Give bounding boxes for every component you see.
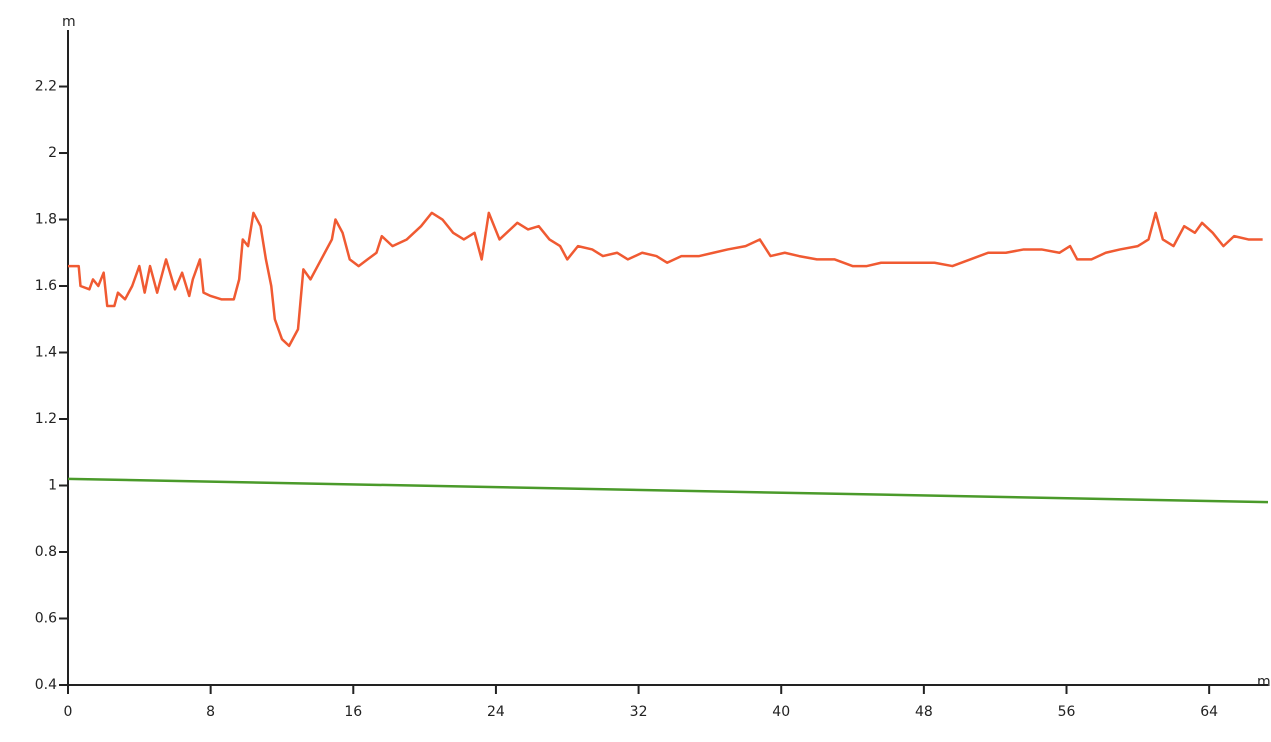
x-axis-label: m — [1257, 674, 1271, 690]
y-tick-label: 2 — [48, 145, 57, 161]
x-tick-label: 32 — [630, 704, 648, 720]
y-tick-label: 1.8 — [35, 212, 57, 228]
y-tick-label: 1.2 — [35, 411, 57, 427]
y-tick-label: 0.6 — [35, 611, 57, 627]
x-tick-label: 56 — [1058, 704, 1076, 720]
x-tick-label: 24 — [487, 704, 505, 720]
x-tick-label: 8 — [206, 704, 215, 720]
y-axis-label: m — [62, 14, 76, 30]
x-tick-label: 40 — [772, 704, 790, 720]
x-tick-label: 0 — [64, 704, 73, 720]
y-tick-label: 1.6 — [35, 278, 57, 294]
x-tick-label: 16 — [344, 704, 362, 720]
y-tick-label: 1.4 — [35, 345, 57, 361]
y-tick-label: 2.2 — [35, 79, 57, 95]
y-tick-label: 1 — [48, 478, 57, 494]
x-tick-label: 64 — [1200, 704, 1218, 720]
y-tick-label: 0.4 — [35, 677, 57, 693]
y-tick-label: 0.8 — [35, 544, 57, 560]
series-line — [67, 477, 1269, 504]
series-line — [68, 211, 1263, 348]
x-tick-label: 48 — [915, 704, 933, 720]
